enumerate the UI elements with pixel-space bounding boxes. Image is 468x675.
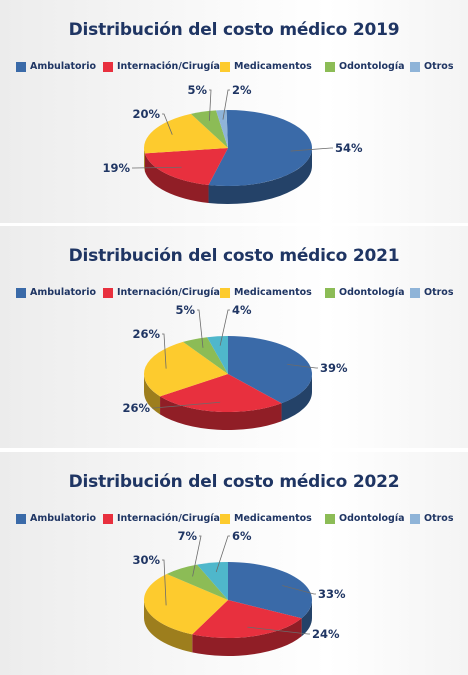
data-label-medicamentos: 20% <box>132 107 160 121</box>
leader-line-ambulatorio <box>290 147 333 152</box>
pie-side-medicamentos <box>144 374 161 415</box>
legend-swatch-medicamentos <box>220 514 230 524</box>
leader-line-odontologia <box>192 535 202 577</box>
pie-chart-2021: 39% 26% 26% 5% 4% <box>122 303 348 430</box>
pie-side-medicamentos <box>144 600 193 653</box>
leader-line-otros <box>222 89 230 120</box>
legend-label: Internación/Cirugía <box>117 61 220 72</box>
legend-swatch-otros <box>410 288 420 298</box>
pie-slice-ambulatorio <box>228 562 313 619</box>
leader-line-medicamentos <box>162 333 167 369</box>
pie-side-internacion-cirugia <box>160 396 282 430</box>
pie-side-internacion-cirugia <box>144 153 209 203</box>
chart-panel-2022: Distribución del costo médico 2022 Ambul… <box>0 452 468 675</box>
legend-label: Otros <box>424 287 454 298</box>
legend-swatch-otros <box>410 514 420 524</box>
pie-slice-otros <box>207 336 228 374</box>
chart-title: Distribución del costo médico 2022 <box>68 472 400 492</box>
data-label-odontologia: 5% <box>175 303 195 317</box>
chart-title: Distribución del costo médico 2021 <box>68 246 400 266</box>
legend-swatch-ambulatorio <box>16 62 26 72</box>
pie-side-internacion-cirugia <box>192 618 302 656</box>
legend-swatch-ambulatorio <box>16 288 26 298</box>
data-label-internacion-cirugia: 19% <box>102 161 130 175</box>
leader-line-medicamentos <box>162 113 173 135</box>
pie-slice-odontologia <box>182 337 228 374</box>
pie-side-ambulatorio <box>208 148 312 204</box>
chart-legend: Ambulatorio Internación/Cirugía Medicame… <box>16 286 456 302</box>
leader-line-internacion-cirugia <box>247 626 310 635</box>
legend-swatch-internacion <box>103 514 113 524</box>
legend-label: Medicamentos <box>234 61 312 72</box>
pie-slice-medicamentos <box>144 113 228 154</box>
legend-label: Otros <box>424 61 454 72</box>
legend-label: Odontología <box>339 61 405 72</box>
data-label-ambulatorio: 33% <box>318 587 346 601</box>
pie-slice-otros <box>216 110 228 148</box>
leader-line-otros <box>215 535 230 573</box>
legend-label: Medicamentos <box>234 287 312 298</box>
data-label-internacion-cirugia: 24% <box>312 627 340 641</box>
leader-line-otros <box>219 309 230 346</box>
pie-side-ambulatorio <box>301 600 312 637</box>
pie-slice-internacion-cirugia <box>160 374 282 412</box>
data-label-ambulatorio: 39% <box>320 361 348 375</box>
leader-line-ambulatorio <box>287 363 318 369</box>
leader-line-odontologia <box>208 89 212 121</box>
pie-side-walls <box>144 148 312 204</box>
legend-label: Medicamentos <box>234 513 312 524</box>
chart-panel-2021: Distribución del costo médico 2021 Ambul… <box>0 226 468 448</box>
legend-swatch-odontologia <box>325 62 335 72</box>
pie-side-walls <box>144 374 312 430</box>
data-label-medicamentos: 30% <box>132 553 160 567</box>
pie-slice-internacion-cirugia <box>192 600 302 638</box>
legend-label: Internación/Cirugía <box>117 287 220 298</box>
pie-side-medicamentos <box>144 148 145 172</box>
legend-swatch-internacion <box>103 288 113 298</box>
legend-label: Odontología <box>339 287 405 298</box>
chart-legend: Ambulatorio Internación/Cirugía Medicame… <box>16 512 456 528</box>
pie-slice-ambulatorio <box>208 110 313 187</box>
leader-line-medicamentos <box>162 559 167 606</box>
chart-title: Distribución del costo médico 2019 <box>68 20 400 40</box>
pie-chart-2022: 33% 24% 30% 7% 6% <box>132 529 346 656</box>
data-label-odontologia: 5% <box>187 83 207 97</box>
pie-slice-odontologia <box>166 564 228 600</box>
pie-side-walls <box>144 600 312 656</box>
legend-label: Odontología <box>339 513 405 524</box>
chart-panel-2019: Distribución del costo médico 2019 Ambul… <box>0 0 468 223</box>
data-label-otros: 6% <box>232 529 252 543</box>
legend-label: Otros <box>424 513 454 524</box>
leader-line-internacion-cirugia <box>152 401 221 409</box>
pie-slice-otros <box>197 562 228 600</box>
leader-line-internacion-cirugia <box>132 166 182 169</box>
legend-swatch-medicamentos <box>220 288 230 298</box>
pie-chart-2019: 54% 19% 20% 5% 2% <box>102 83 363 204</box>
data-label-medicamentos: 26% <box>132 327 160 341</box>
pie-slice-ambulatorio <box>228 336 312 404</box>
legend-swatch-medicamentos <box>220 62 230 72</box>
pie-side-ambulatorio <box>281 374 312 422</box>
pie-slice-internacion-cirugia <box>144 148 228 185</box>
legend-swatch-internacion <box>103 62 113 72</box>
legend-swatch-otros <box>410 62 420 72</box>
data-label-odontologia: 7% <box>177 529 197 543</box>
pie-slice-odontologia <box>190 110 228 148</box>
legend-swatch-ambulatorio <box>16 514 26 524</box>
data-label-otros: 4% <box>232 303 252 317</box>
chart-legend: Ambulatorio Internación/Cirugía Medicame… <box>16 60 456 76</box>
data-label-otros: 2% <box>232 83 252 97</box>
legend-label: Ambulatorio <box>30 287 97 298</box>
data-label-internacion-cirugia: 26% <box>122 401 150 415</box>
leader-line-ambulatorio <box>282 585 316 595</box>
legend-label: Ambulatorio <box>30 61 97 72</box>
data-label-ambulatorio: 54% <box>335 141 363 155</box>
leader-line-odontologia <box>197 309 204 348</box>
legend-swatch-odontologia <box>325 514 335 524</box>
legend-swatch-odontologia <box>325 288 335 298</box>
legend-label: Ambulatorio <box>30 513 97 524</box>
legend-label: Internación/Cirugía <box>117 513 220 524</box>
